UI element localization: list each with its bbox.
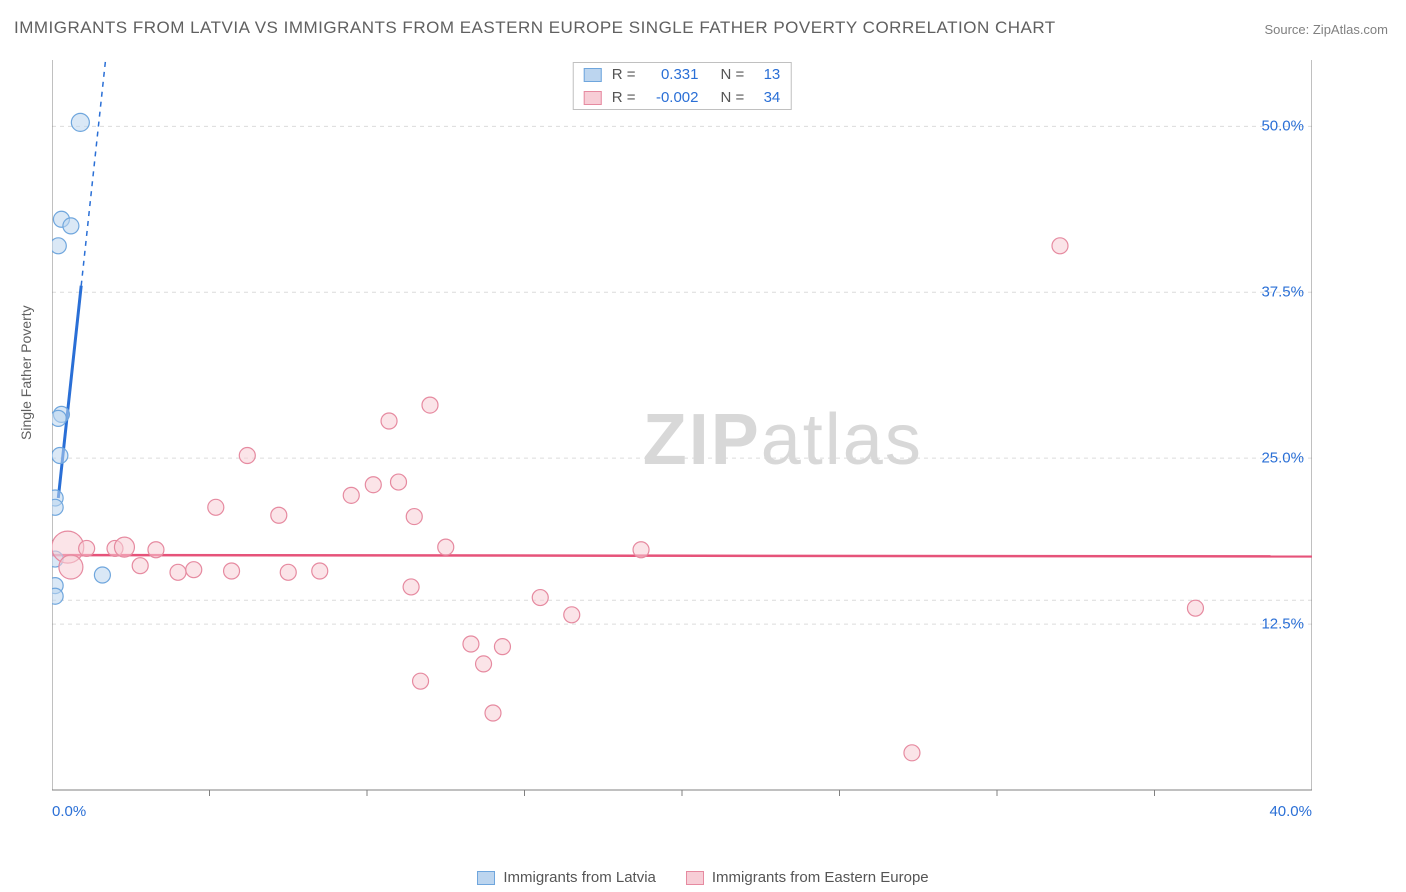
chart-title: IMMIGRANTS FROM LATVIA VS IMMIGRANTS FRO… bbox=[14, 18, 1056, 38]
correlation-legend: R = 0.331 N = 13 R = -0.002 N = 34 bbox=[573, 62, 792, 110]
x-tick-label: 0.0% bbox=[52, 803, 86, 820]
r-label: R = bbox=[612, 89, 636, 106]
source-attribution: Source: ZipAtlas.com bbox=[1264, 22, 1388, 37]
y-axis-label: Single Father Poverty bbox=[18, 305, 34, 440]
y-tick-label: 50.0% bbox=[1261, 118, 1304, 135]
swatch-series-2 bbox=[686, 871, 704, 885]
r-value-1: 0.331 bbox=[644, 66, 699, 83]
n-label: N = bbox=[721, 89, 745, 106]
legend-row-series-1: R = 0.331 N = 13 bbox=[574, 63, 791, 86]
r-label: R = bbox=[612, 66, 636, 83]
y-tick-label: 12.5% bbox=[1261, 616, 1304, 633]
y-tick-label: 25.0% bbox=[1261, 450, 1304, 467]
x-tick-label: 40.0% bbox=[1269, 803, 1312, 820]
series-legend: Immigrants from Latvia Immigrants from E… bbox=[0, 869, 1406, 886]
chart-svg bbox=[52, 60, 1312, 820]
legend-item-series-2: Immigrants from Eastern Europe bbox=[686, 869, 929, 886]
r-value-2: -0.002 bbox=[644, 89, 699, 106]
chart-plot-area: R = 0.331 N = 13 R = -0.002 N = 34 ZIPat… bbox=[52, 60, 1312, 820]
source-prefix: Source: bbox=[1264, 22, 1312, 37]
legend-row-series-2: R = -0.002 N = 34 bbox=[574, 86, 791, 109]
swatch-series-2 bbox=[584, 91, 602, 105]
swatch-series-1 bbox=[477, 871, 495, 885]
source-link[interactable]: ZipAtlas.com bbox=[1313, 22, 1388, 37]
legend-item-series-1: Immigrants from Latvia bbox=[477, 869, 656, 886]
series-2-name: Immigrants from Eastern Europe bbox=[712, 869, 929, 886]
n-label: N = bbox=[721, 66, 745, 83]
n-value-2: 34 bbox=[752, 89, 780, 106]
swatch-series-1 bbox=[584, 68, 602, 82]
y-tick-label: 37.5% bbox=[1261, 284, 1304, 301]
series-1-name: Immigrants from Latvia bbox=[503, 869, 656, 886]
n-value-1: 13 bbox=[752, 66, 780, 83]
